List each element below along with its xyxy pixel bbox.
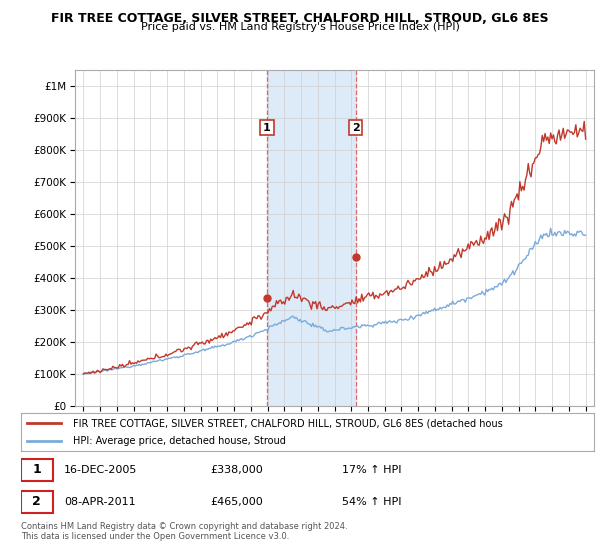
Text: FIR TREE COTTAGE, SILVER STREET, CHALFORD HILL, STROUD, GL6 8ES: FIR TREE COTTAGE, SILVER STREET, CHALFOR… (51, 12, 549, 25)
Text: Contains HM Land Registry data © Crown copyright and database right 2024.
This d: Contains HM Land Registry data © Crown c… (21, 522, 347, 542)
Text: £465,000: £465,000 (210, 497, 263, 507)
Text: 16-DEC-2005: 16-DEC-2005 (64, 465, 137, 475)
Text: 2: 2 (32, 496, 41, 508)
Text: 1: 1 (263, 123, 271, 133)
Text: FIR TREE COTTAGE, SILVER STREET, CHALFORD HILL, STROUD, GL6 8ES (detached hous: FIR TREE COTTAGE, SILVER STREET, CHALFOR… (73, 418, 502, 428)
Text: 54% ↑ HPI: 54% ↑ HPI (342, 497, 401, 507)
Text: HPI: Average price, detached house, Stroud: HPI: Average price, detached house, Stro… (73, 436, 286, 446)
Text: 1: 1 (32, 463, 41, 476)
Text: Price paid vs. HM Land Registry's House Price Index (HPI): Price paid vs. HM Land Registry's House … (140, 22, 460, 32)
Text: 2: 2 (352, 123, 359, 133)
Bar (267, 70, 356, 406)
Text: 17% ↑ HPI: 17% ↑ HPI (342, 465, 401, 475)
FancyBboxPatch shape (21, 491, 53, 513)
FancyBboxPatch shape (21, 459, 53, 481)
Text: 08-APR-2011: 08-APR-2011 (64, 497, 136, 507)
Text: £338,000: £338,000 (210, 465, 263, 475)
